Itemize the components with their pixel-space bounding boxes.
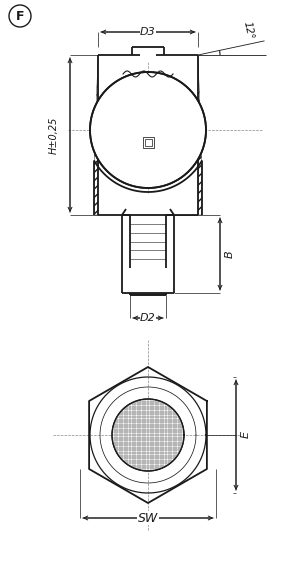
Circle shape bbox=[112, 399, 184, 471]
Text: H±0,25: H±0,25 bbox=[49, 116, 59, 154]
Text: F: F bbox=[16, 10, 24, 23]
Text: 12°: 12° bbox=[241, 21, 255, 41]
Text: B: B bbox=[225, 250, 235, 258]
Circle shape bbox=[90, 72, 206, 188]
Circle shape bbox=[9, 5, 31, 27]
Text: E: E bbox=[241, 432, 251, 438]
Bar bbox=[143, 137, 153, 147]
Text: D2: D2 bbox=[140, 313, 156, 323]
Text: D3: D3 bbox=[140, 27, 156, 37]
Bar bbox=[145, 138, 152, 146]
Text: SW: SW bbox=[138, 511, 158, 524]
